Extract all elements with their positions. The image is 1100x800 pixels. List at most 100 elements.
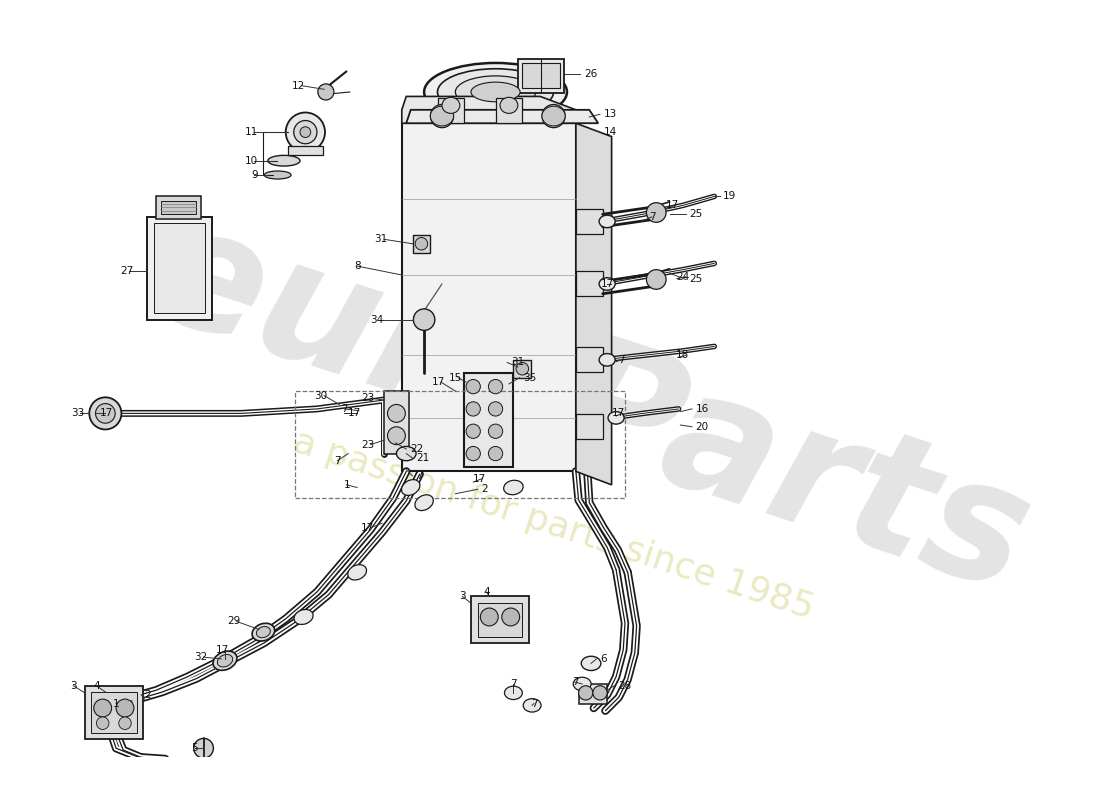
Bar xyxy=(576,414,603,439)
Ellipse shape xyxy=(524,698,541,712)
Text: 7: 7 xyxy=(531,698,538,709)
Text: 17: 17 xyxy=(361,522,374,533)
Bar xyxy=(495,98,522,123)
Ellipse shape xyxy=(438,69,553,115)
Bar xyxy=(384,391,409,454)
Circle shape xyxy=(286,113,324,152)
Text: 17: 17 xyxy=(348,408,361,418)
Bar xyxy=(156,197,201,218)
Bar xyxy=(161,201,197,214)
Circle shape xyxy=(647,270,667,290)
Text: 8: 8 xyxy=(354,261,361,271)
Text: 9: 9 xyxy=(252,170,258,180)
Text: 23: 23 xyxy=(361,440,374,450)
Circle shape xyxy=(89,398,121,430)
Circle shape xyxy=(415,238,428,250)
Text: 3: 3 xyxy=(460,591,466,602)
Ellipse shape xyxy=(455,76,536,108)
Circle shape xyxy=(466,379,481,394)
Text: 31: 31 xyxy=(374,234,387,244)
Ellipse shape xyxy=(252,623,275,641)
Text: 22: 22 xyxy=(410,444,424,454)
Text: 2: 2 xyxy=(144,690,152,700)
Text: 34: 34 xyxy=(370,314,383,325)
Ellipse shape xyxy=(396,446,416,461)
Bar xyxy=(576,271,603,297)
Circle shape xyxy=(300,126,310,138)
Ellipse shape xyxy=(600,354,615,366)
Circle shape xyxy=(488,424,503,438)
Text: a passion for parts since 1985: a passion for parts since 1985 xyxy=(289,425,818,626)
Ellipse shape xyxy=(348,565,366,580)
Text: 14: 14 xyxy=(604,127,617,137)
Bar xyxy=(576,209,603,234)
Ellipse shape xyxy=(500,98,518,114)
Text: 17: 17 xyxy=(666,200,679,210)
Text: 17: 17 xyxy=(473,474,486,483)
Polygon shape xyxy=(576,123,612,485)
Text: 6: 6 xyxy=(600,654,606,664)
Polygon shape xyxy=(402,123,576,471)
Text: euroParts: euroParts xyxy=(130,190,1048,627)
Text: 7: 7 xyxy=(334,456,341,466)
Text: 4: 4 xyxy=(484,587,491,597)
Circle shape xyxy=(294,121,317,144)
Circle shape xyxy=(488,402,503,416)
Circle shape xyxy=(516,362,529,375)
Text: 7: 7 xyxy=(618,355,625,365)
Text: 35: 35 xyxy=(524,373,537,382)
Ellipse shape xyxy=(264,171,292,179)
Ellipse shape xyxy=(608,412,624,424)
Circle shape xyxy=(119,717,131,730)
Text: 21: 21 xyxy=(416,453,429,463)
Text: 5: 5 xyxy=(191,743,198,754)
Bar xyxy=(147,217,211,320)
Text: 20: 20 xyxy=(695,422,708,432)
Circle shape xyxy=(466,402,481,416)
Text: 4: 4 xyxy=(94,681,100,690)
Circle shape xyxy=(488,379,503,394)
Polygon shape xyxy=(406,110,598,123)
Circle shape xyxy=(466,424,481,438)
Ellipse shape xyxy=(425,63,566,121)
Text: 25: 25 xyxy=(690,210,703,219)
Polygon shape xyxy=(85,686,143,739)
Bar xyxy=(579,684,607,703)
Circle shape xyxy=(387,426,406,445)
Text: 17: 17 xyxy=(601,279,614,289)
Text: 16: 16 xyxy=(695,404,708,414)
Text: 7: 7 xyxy=(572,677,579,687)
Circle shape xyxy=(318,84,334,100)
Text: 30: 30 xyxy=(315,390,328,401)
Text: 17: 17 xyxy=(612,408,625,418)
Circle shape xyxy=(117,699,134,717)
Text: 29: 29 xyxy=(227,617,240,626)
Circle shape xyxy=(542,105,565,128)
Ellipse shape xyxy=(573,678,591,690)
Bar xyxy=(412,235,430,253)
Ellipse shape xyxy=(504,480,524,494)
Ellipse shape xyxy=(294,610,313,625)
Circle shape xyxy=(466,446,481,461)
Circle shape xyxy=(502,608,519,626)
Text: 1: 1 xyxy=(343,480,350,490)
Polygon shape xyxy=(91,692,136,733)
Polygon shape xyxy=(402,97,576,123)
Ellipse shape xyxy=(600,215,615,228)
Text: 7: 7 xyxy=(342,404,349,414)
Ellipse shape xyxy=(218,654,233,667)
Text: 15: 15 xyxy=(449,373,462,382)
Bar xyxy=(522,63,560,88)
Circle shape xyxy=(194,738,213,758)
Bar xyxy=(295,391,625,498)
Text: 1: 1 xyxy=(113,698,120,709)
Text: 28: 28 xyxy=(618,681,631,690)
Circle shape xyxy=(430,105,453,128)
Text: 17: 17 xyxy=(100,408,113,418)
Circle shape xyxy=(96,403,115,423)
Text: 31: 31 xyxy=(510,358,524,367)
Ellipse shape xyxy=(471,82,520,102)
Text: 7: 7 xyxy=(649,212,656,222)
Circle shape xyxy=(593,686,607,700)
Circle shape xyxy=(579,686,593,700)
